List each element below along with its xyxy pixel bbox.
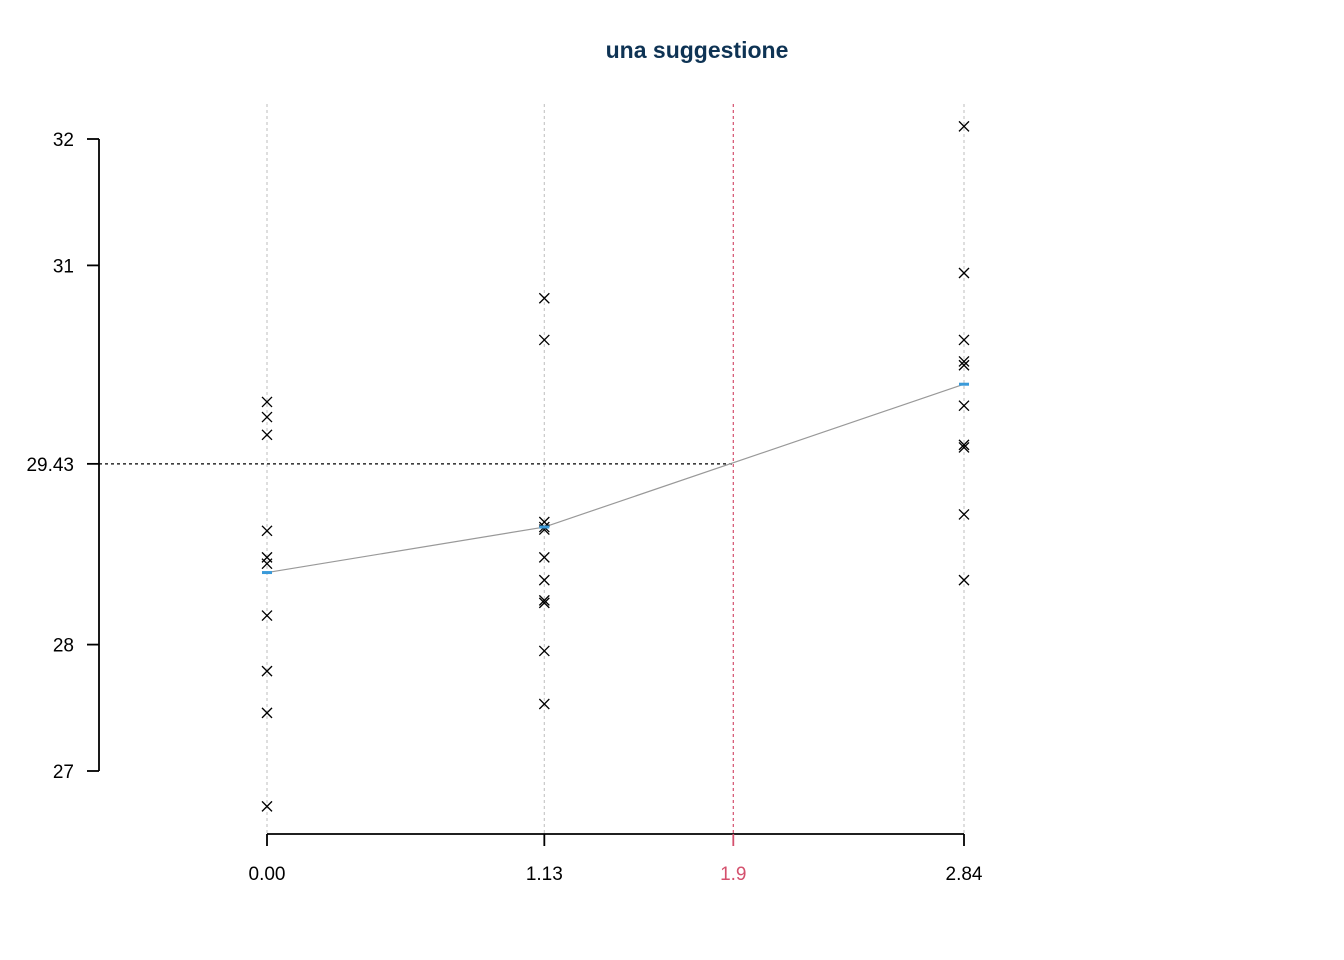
data-point-stroke [538,334,550,346]
data-point [538,597,550,609]
data-point-stroke [261,396,273,408]
data-point-stroke [538,698,550,710]
data-point [958,508,970,520]
mean-marks [262,382,969,575]
data-point [538,698,550,710]
data-point-stroke [958,334,970,346]
vertical-guides [266,104,965,834]
reference-lines [87,104,735,846]
data-point [261,707,273,719]
data-point [958,120,970,132]
x-tick-label: 2.84 [946,864,983,885]
data-point [261,396,273,408]
data-point [958,574,970,586]
data-point-stroke [261,411,273,423]
x-tick-label: 0.00 [249,864,286,885]
data-point [261,800,273,812]
highlight-y-label: 29.43 [26,455,74,476]
data-point [261,411,273,423]
data-point [261,429,273,441]
data-point-stroke [538,574,550,586]
data-point-stroke [538,551,550,563]
x-tick-label: 1.13 [526,864,563,885]
data-point-stroke [958,359,970,371]
tick-labels: 27 28 31 32 29.43 0.00 1.13 2.84 1.9 [26,130,982,885]
data-point [261,665,273,677]
y-tick-label: 28 [53,636,74,657]
data-point [958,359,970,371]
data-point-stroke [261,707,273,719]
highlight-x-label: 1.9 [720,864,746,885]
data-point-stroke [958,441,970,453]
data-point [958,400,970,412]
data-point-stroke [958,400,970,412]
data-point-stroke [958,267,970,279]
data-point [538,551,550,563]
data-point [261,610,273,621]
trend-line-group [266,383,965,574]
data-point-stroke [261,525,273,537]
data-point-stroke [958,120,970,132]
data-point-stroke [958,439,970,451]
data-point [261,558,273,570]
data-point-stroke [958,356,970,367]
data-point-stroke [261,558,273,570]
data-point-stroke [958,508,970,520]
y-tick-label: 32 [53,130,74,151]
data-point-stroke [538,292,550,304]
data-point-stroke [261,610,273,621]
y-tick-label: 27 [53,762,74,783]
data-point-stroke [538,645,550,657]
data-point [958,334,970,346]
data-point [958,356,970,367]
axes [87,138,965,846]
data-point-stroke [538,594,550,606]
data-point-stroke [261,429,273,441]
data-point-stroke [538,597,550,609]
data-point [261,525,273,537]
data-point [958,439,970,451]
chart-title: una suggestione [606,37,789,63]
data-point-stroke [958,574,970,586]
data-point [958,267,970,279]
data-point [538,334,550,346]
data-point [538,645,550,657]
data-point-stroke [261,665,273,677]
data-point [538,574,550,586]
data-point [538,594,550,606]
data-point [958,441,970,453]
trend-line [266,383,965,574]
data-point [538,292,550,304]
y-tick-label: 31 [53,256,74,277]
data-point-stroke [261,800,273,812]
point-marks [261,120,970,812]
